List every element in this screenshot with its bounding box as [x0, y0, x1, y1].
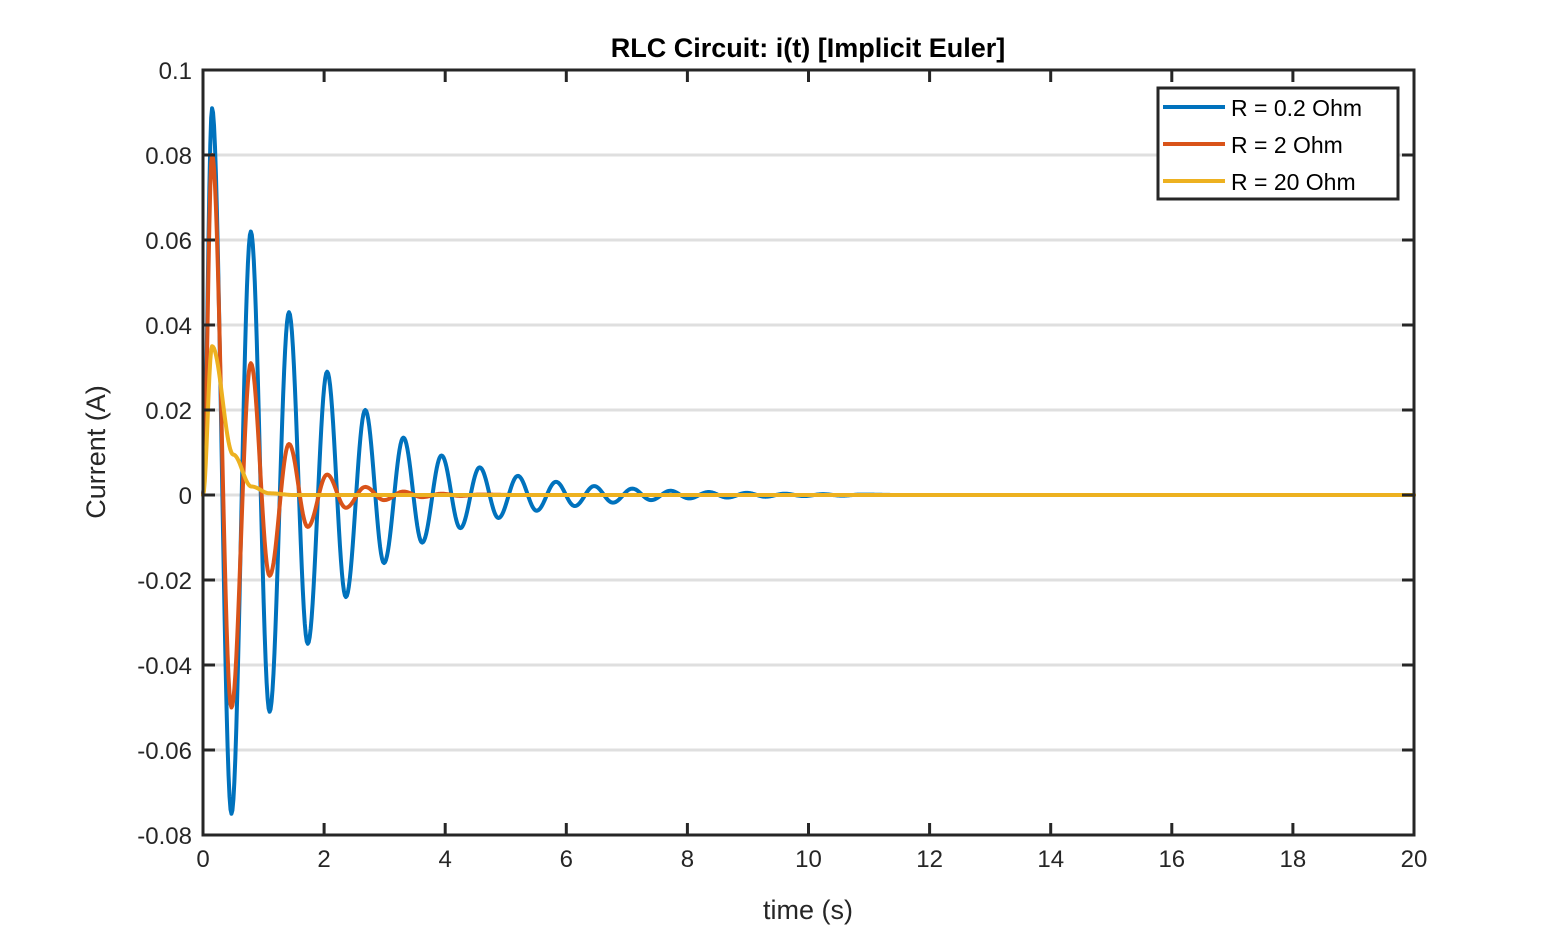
y-tick-label: -0.04: [137, 653, 192, 680]
y-tick-label: 0.04: [145, 313, 192, 340]
x-tick-label: 18: [1280, 846, 1307, 873]
data-series: [201, 106, 1416, 816]
x-axis-title: time (s): [763, 895, 853, 925]
y-tick-label: 0: [179, 483, 192, 510]
y-tick-label: 0.06: [145, 228, 192, 255]
x-axis-ticks: 0 2 4 6 8 10 12 14 16 18 20: [196, 70, 1427, 873]
y-tick-label: 0.02: [145, 398, 192, 425]
x-tick-label: 16: [1158, 846, 1185, 873]
y-tick-label: -0.08: [137, 823, 192, 850]
legend-label-r2: R = 2 Ohm: [1231, 132, 1343, 158]
legend-label-r02: R = 0.2 Ohm: [1231, 95, 1362, 121]
legend: R = 0.2 Ohm R = 2 Ohm R = 20 Ohm: [1156, 86, 1400, 201]
x-tick-label: 4: [439, 846, 452, 873]
x-tick-label: 2: [317, 846, 330, 873]
series-line-2: [201, 344, 1416, 497]
y-tick-label: -0.06: [137, 738, 192, 765]
x-tick-label: 0: [196, 846, 209, 873]
x-tick-label: 10: [795, 846, 822, 873]
x-tick-label: 14: [1037, 846, 1064, 873]
legend-label-r20: R = 20 Ohm: [1231, 169, 1356, 195]
x-tick-label: 20: [1401, 846, 1428, 873]
y-tick-label: 0.08: [145, 143, 192, 170]
chart-title: RLC Circuit: i(t) [Implicit Euler]: [611, 33, 1006, 63]
y-tick-label: 0.1: [159, 58, 192, 85]
x-tick-label: 8: [681, 846, 694, 873]
y-axis-ticks: -0.08 -0.06 -0.04 -0.02 0 0.02 0.04 0.06 0.08 0.1: [137, 58, 1414, 850]
y-axis-title: Current (A): [81, 385, 111, 519]
x-tick-label: 12: [916, 846, 943, 873]
y-tick-label: -0.02: [137, 568, 192, 595]
x-tick-label: 6: [560, 846, 573, 873]
